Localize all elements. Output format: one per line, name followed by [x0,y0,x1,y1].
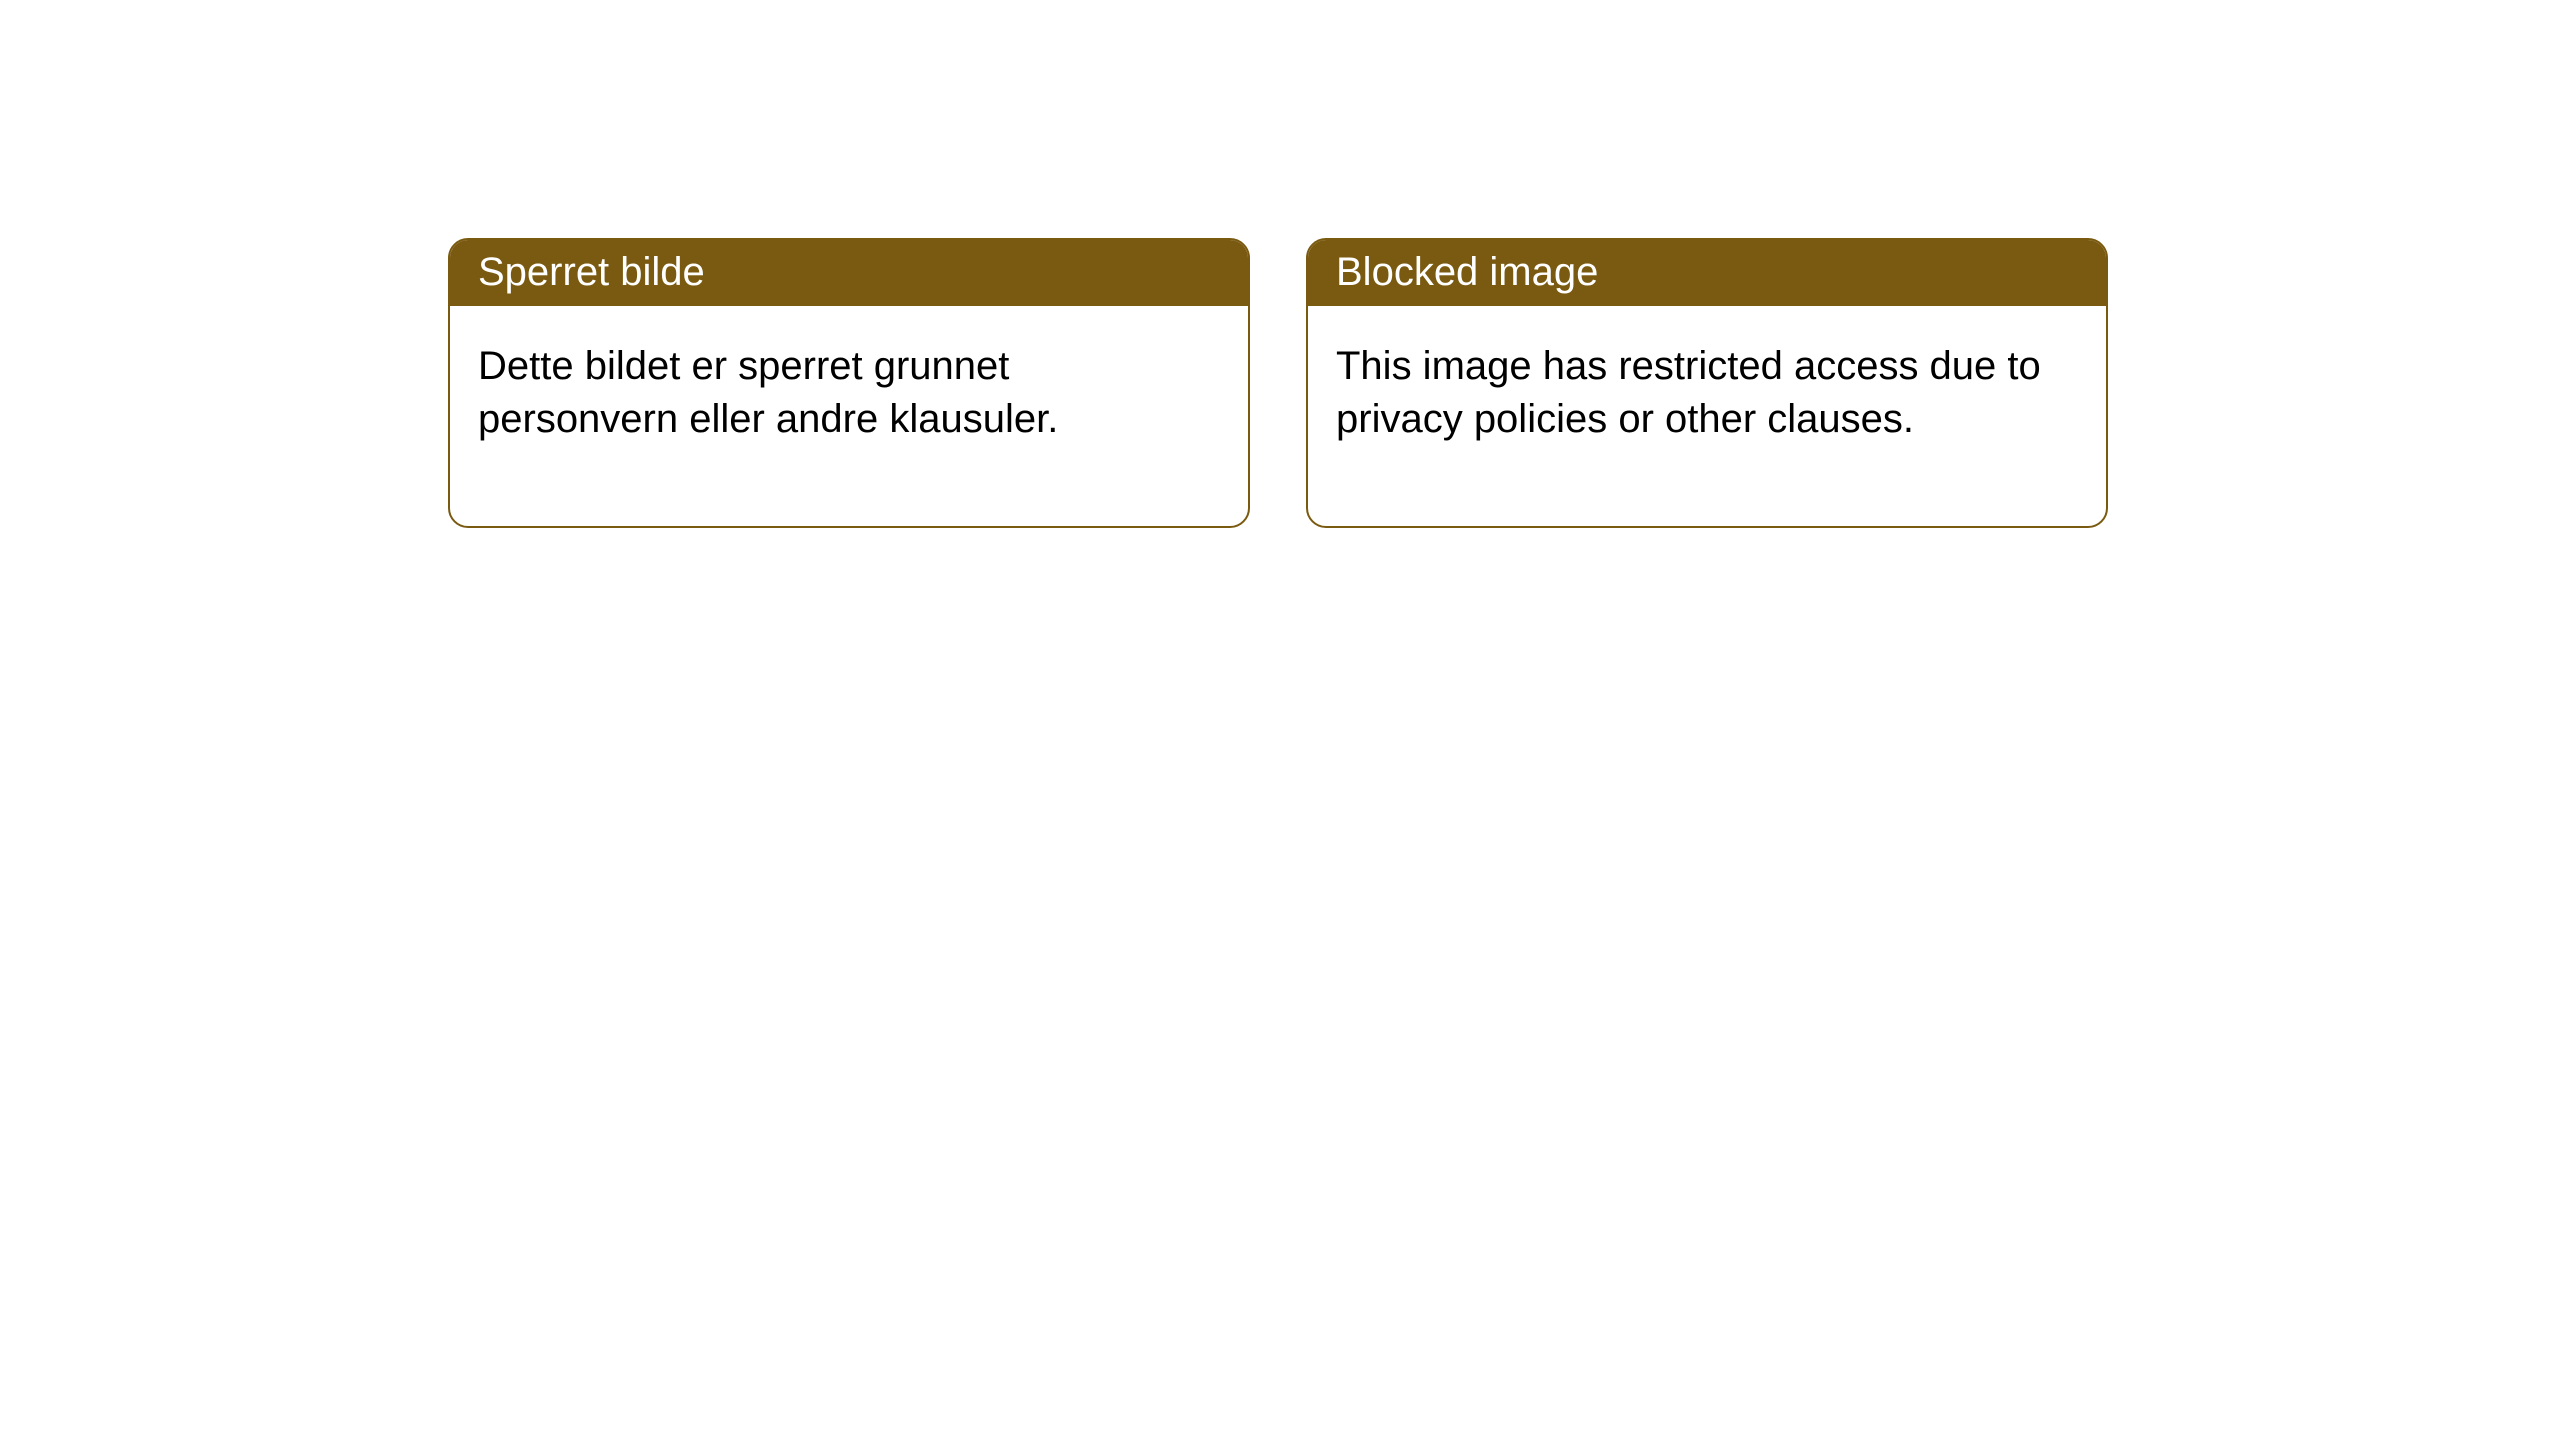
notice-card-title: Sperret bilde [450,240,1248,306]
notice-card-body: Dette bildet er sperret grunnet personve… [450,306,1248,526]
notice-card-english: Blocked image This image has restricted … [1306,238,2108,528]
notice-container: Sperret bilde Dette bildet er sperret gr… [0,0,2560,528]
notice-card-body: This image has restricted access due to … [1308,306,2106,526]
notice-card-norwegian: Sperret bilde Dette bildet er sperret gr… [448,238,1250,528]
notice-card-title: Blocked image [1308,240,2106,306]
